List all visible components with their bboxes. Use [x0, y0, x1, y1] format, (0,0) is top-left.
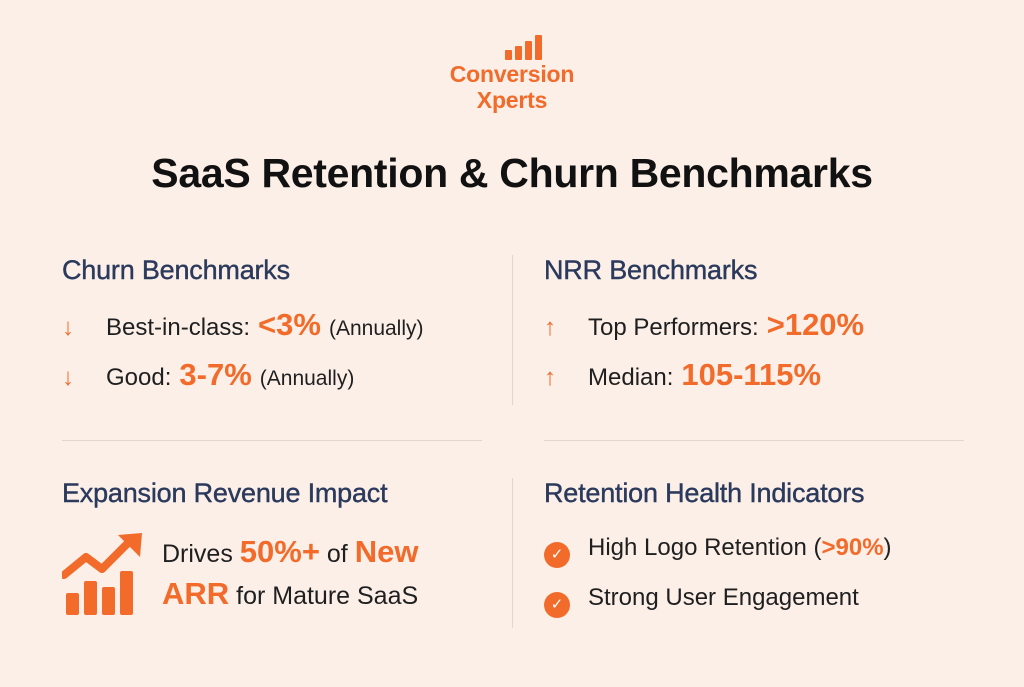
expansion-heading: Expansion Revenue Impact: [62, 478, 388, 508]
nrr-value: 105-115%: [681, 357, 822, 392]
list-item: ↓ Best-in-class: <3% (Annually): [62, 300, 502, 350]
expansion-highlight-new: New: [354, 534, 419, 569]
growth-chart-icon: [62, 533, 142, 615]
health-text-pre: High Logo Retention (: [588, 534, 822, 561]
logo-text-line2: Xperts: [476, 87, 548, 113]
expansion-highlight-arr: ARR: [162, 576, 230, 611]
nrr-heading: NRR Benchmarks: [544, 255, 758, 285]
arrow-down-icon: ↓: [62, 314, 74, 341]
logo-text-line1: Conversion: [449, 61, 575, 87]
list-item: ↓ Good: 3-7% (Annually): [62, 350, 502, 400]
health-value: >90%: [821, 534, 884, 561]
health-heading: Retention Health Indicators: [544, 478, 865, 508]
arrow-up-icon: ↑: [544, 314, 556, 341]
check-circle-icon: ✓: [544, 592, 570, 618]
brand-logo: Conversion Xperts: [0, 30, 1024, 112]
nrr-label: Top Performers:: [588, 314, 759, 341]
churn-heading: Churn Benchmarks: [62, 255, 291, 285]
health-text-pre: Strong User Engagement: [588, 584, 859, 611]
expansion-text-pre: Drives: [162, 540, 233, 568]
list-item: ↑ Median: 105-115%: [544, 350, 984, 400]
list-item: ↑ Top Performers: >120%: [544, 300, 984, 350]
expansion-section: Expansion Revenue Impact Drives 50%+ of …: [62, 478, 502, 617]
nrr-section: NRR Benchmarks ↑ Top Performers: >120% ↑…: [544, 255, 984, 400]
nrr-label: Median:: [588, 364, 674, 391]
list-item: ✓ High Logo Retention (>90%): [544, 523, 984, 573]
churn-label: Best-in-class:: [106, 314, 251, 341]
list-item: ✓ Strong User Engagement: [544, 573, 984, 623]
health-section: Retention Health Indicators ✓ High Logo …: [544, 478, 984, 623]
churn-value: 3-7%: [179, 357, 252, 392]
vertical-divider-top: [512, 255, 513, 405]
vertical-divider-bottom: [512, 478, 513, 628]
nrr-value: >120%: [766, 307, 865, 342]
churn-section: Churn Benchmarks ↓ Best-in-class: <3% (A…: [62, 255, 502, 400]
expansion-text-mid: of: [326, 540, 348, 568]
health-text-post: ): [883, 534, 892, 561]
churn-note: (Annually): [328, 317, 424, 340]
expansion-value: 50%+: [239, 534, 320, 569]
bar-chart-icon: [504, 30, 542, 60]
churn-value: <3%: [258, 307, 321, 342]
expansion-text: Drives 50%+ of New ARR for Mature SaaS: [162, 532, 418, 616]
horizontal-divider-right: [544, 440, 964, 441]
check-circle-icon: ✓: [544, 542, 570, 568]
churn-label: Good:: [106, 364, 172, 391]
page-title: SaaS Retention & Churn Benchmarks: [151, 150, 873, 196]
horizontal-divider-left: [62, 440, 482, 441]
expansion-text-post: for Mature SaaS: [236, 582, 419, 610]
arrow-down-icon: ↓: [62, 364, 74, 391]
arrow-up-icon: ↑: [544, 364, 556, 391]
churn-note: (Annually): [259, 367, 355, 390]
